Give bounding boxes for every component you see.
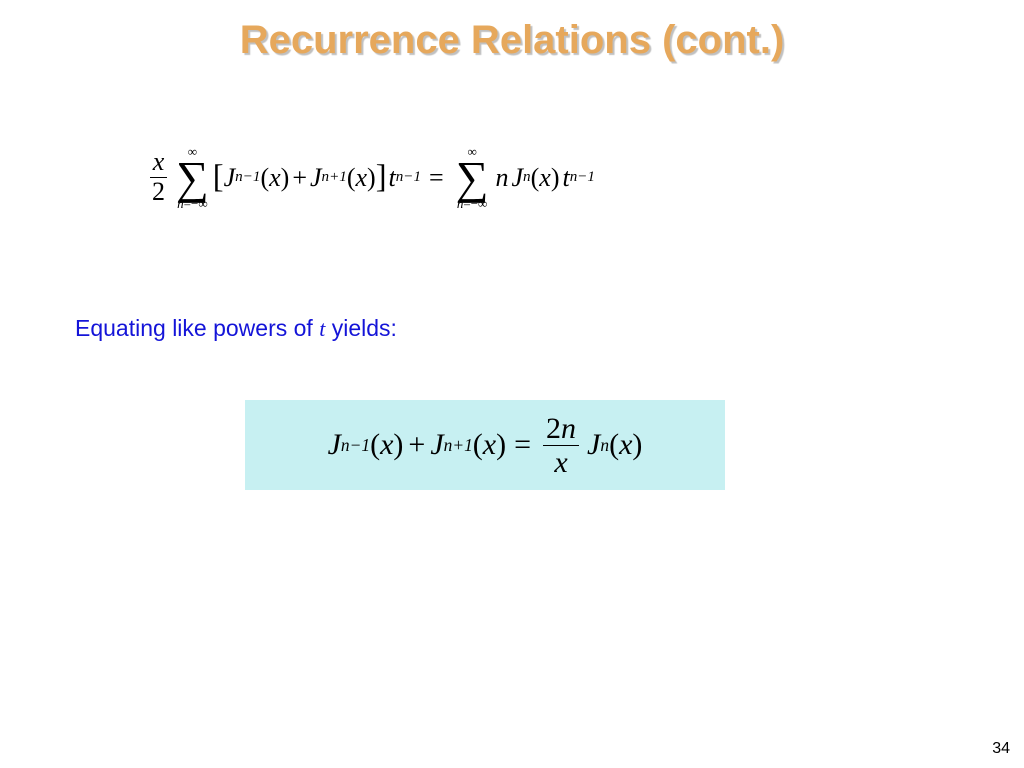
frac-den: 2	[149, 178, 168, 207]
paren: )	[496, 428, 506, 462]
slide-title: Recurrence Relations (cont.)	[0, 18, 1024, 63]
commentary-pre: Equating like powers of	[75, 315, 319, 341]
frac-num-b: 2n	[543, 412, 579, 446]
paren: (	[370, 428, 380, 462]
xb2: x	[483, 428, 496, 462]
paren: (	[531, 163, 540, 193]
J1: J	[224, 163, 236, 193]
Jnb: J	[587, 428, 600, 462]
J2-sub: n+1	[322, 169, 347, 186]
bracket-close: ]	[376, 159, 387, 196]
xbr: x	[619, 428, 632, 462]
n-coef: n	[496, 163, 509, 193]
t-exp-lhs: n−1	[396, 169, 421, 186]
J2b: J	[430, 428, 443, 462]
xr: x	[539, 163, 551, 193]
equals-b: =	[514, 428, 531, 462]
sigma-icon: ∑	[176, 158, 209, 197]
sum-lower: n=−∞	[177, 197, 207, 210]
fraction-2n-over-x: 2n x	[543, 412, 579, 479]
plus-b: +	[408, 428, 425, 462]
t-lhs: t	[389, 163, 396, 193]
paren: )	[632, 428, 642, 462]
bracket-open: [	[213, 159, 224, 196]
equals: =	[429, 163, 444, 193]
Jn-sub: n	[523, 169, 531, 186]
t-rhs: t	[562, 163, 569, 193]
sum-lower-r: n=−∞	[457, 197, 487, 210]
page-number: 34	[992, 740, 1010, 758]
J1b-sub: n−1	[341, 435, 370, 456]
sigma-icon: ∑	[456, 158, 489, 197]
paren: (	[260, 163, 269, 193]
commentary-text: Equating like powers of t yields:	[75, 315, 397, 342]
Jn: J	[512, 163, 524, 193]
equation-series: x 2 ∞ ∑ n=−∞ [ Jn−1(x) + Jn+1(x) ] tn−1 …	[145, 145, 595, 210]
commentary-post: yields:	[325, 315, 397, 341]
paren: (	[609, 428, 619, 462]
x1: x	[269, 163, 281, 193]
frac-den-b: x	[551, 446, 570, 479]
paren: (	[473, 428, 483, 462]
plus: +	[292, 163, 307, 193]
J2b-sub: n+1	[444, 435, 473, 456]
t-exp-rhs: n−1	[570, 169, 595, 186]
J1-sub: n−1	[235, 169, 260, 186]
equation-recurrence: Jn−1(x) + Jn+1(x) = 2n x Jn(x)	[328, 412, 643, 479]
J2: J	[310, 163, 322, 193]
frac-num: x	[150, 148, 168, 178]
paren: )	[367, 163, 376, 193]
xb1: x	[380, 428, 393, 462]
Jnb-sub: n	[600, 435, 609, 456]
summation-left: ∞ ∑ n=−∞	[176, 145, 209, 210]
highlight-box: Jn−1(x) + Jn+1(x) = 2n x Jn(x)	[245, 400, 725, 490]
summation-right: ∞ ∑ n=−∞	[456, 145, 489, 210]
paren: )	[393, 428, 403, 462]
paren: )	[551, 163, 560, 193]
x2: x	[355, 163, 367, 193]
paren: )	[281, 163, 290, 193]
leading-fraction: x 2	[149, 148, 168, 206]
J1b: J	[328, 428, 341, 462]
